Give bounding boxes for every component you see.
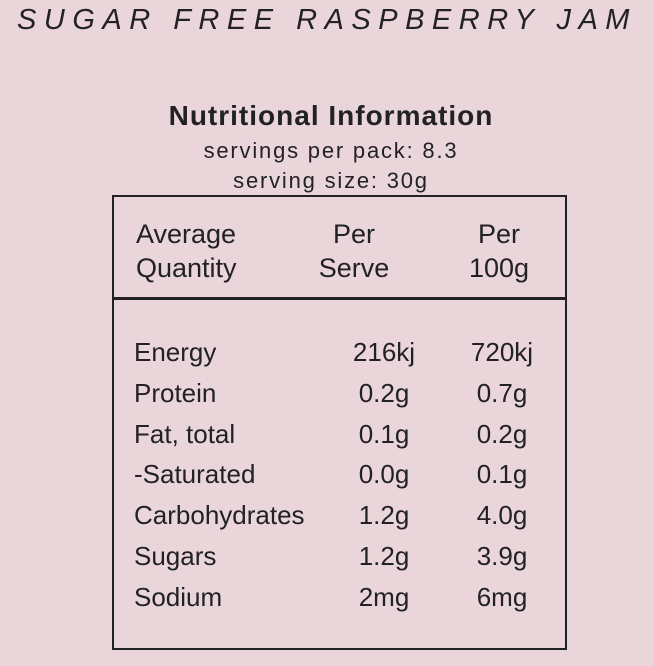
nutrient-name: Carbohydrates: [134, 500, 305, 531]
per-100g-value: 4.0g: [476, 500, 528, 531]
per-100g-value: 3.9g: [476, 540, 528, 571]
per-serve-value: 0.0g: [358, 459, 410, 490]
table-row: Energy 216kj 720kj: [114, 337, 565, 378]
nutrient-name: -Saturated: [134, 459, 256, 490]
per-serve-value: 1.2g: [358, 500, 410, 531]
nutrient-name: Energy: [134, 337, 217, 367]
per-100g-value: 0.1g: [476, 459, 528, 490]
table-row: Protein 0.2g 0.7g: [114, 378, 565, 419]
nutrition-table: Average Quantity Per Serve Per 100g Ener…: [112, 195, 567, 650]
table-row: Sugars 1.2g 3.9g: [114, 541, 565, 582]
serving-info: servings per pack: 8.3 serving size: 30g: [0, 136, 654, 196]
nutrient-rows: Energy 216kj 720kj Protein 0.2g 0.7g Fat…: [114, 337, 565, 623]
serving-size: serving size: 30g: [233, 168, 429, 193]
per-100g-value: 0.2g: [476, 418, 528, 449]
header-average-quantity: Average Quantity: [136, 219, 237, 283]
table-row: Fat, total 0.1g 0.2g: [114, 419, 565, 460]
table-row: Carbohydrates 1.2g 4.0g: [114, 500, 565, 541]
nutrient-name: Sodium: [134, 581, 223, 612]
per-100g-value: 0.7g: [476, 377, 528, 408]
per-serve-value: 0.2g: [358, 377, 410, 408]
servings-per-pack: servings per pack: 8.3: [203, 138, 459, 163]
per-serve-value: 2mg: [358, 581, 410, 612]
table-row: -Saturated 0.0g 0.1g: [114, 459, 565, 500]
per-serve-value: 1.2g: [358, 540, 410, 571]
per-serve-value: 216kj: [352, 337, 416, 367]
table-row: Sodium 2mg 6mg: [114, 582, 565, 623]
header-per-100g: Per 100g: [468, 219, 530, 283]
nutrient-name: Sugars: [134, 540, 217, 571]
per-serve-value: 0.1g: [358, 418, 410, 449]
nutrient-name: Fat, total: [134, 418, 236, 449]
table-header: Average Quantity Per Serve Per 100g: [114, 197, 565, 300]
nutrition-panel-heading: Nutritional Information: [168, 100, 494, 131]
header-per-serve: Per Serve: [318, 219, 390, 283]
product-title: SUGAR FREE RASPBERRY JAM: [17, 4, 637, 36]
nutrient-name: Protein: [134, 377, 217, 408]
per-100g-value: 6mg: [476, 581, 528, 612]
per-100g-value: 720kj: [470, 337, 534, 367]
